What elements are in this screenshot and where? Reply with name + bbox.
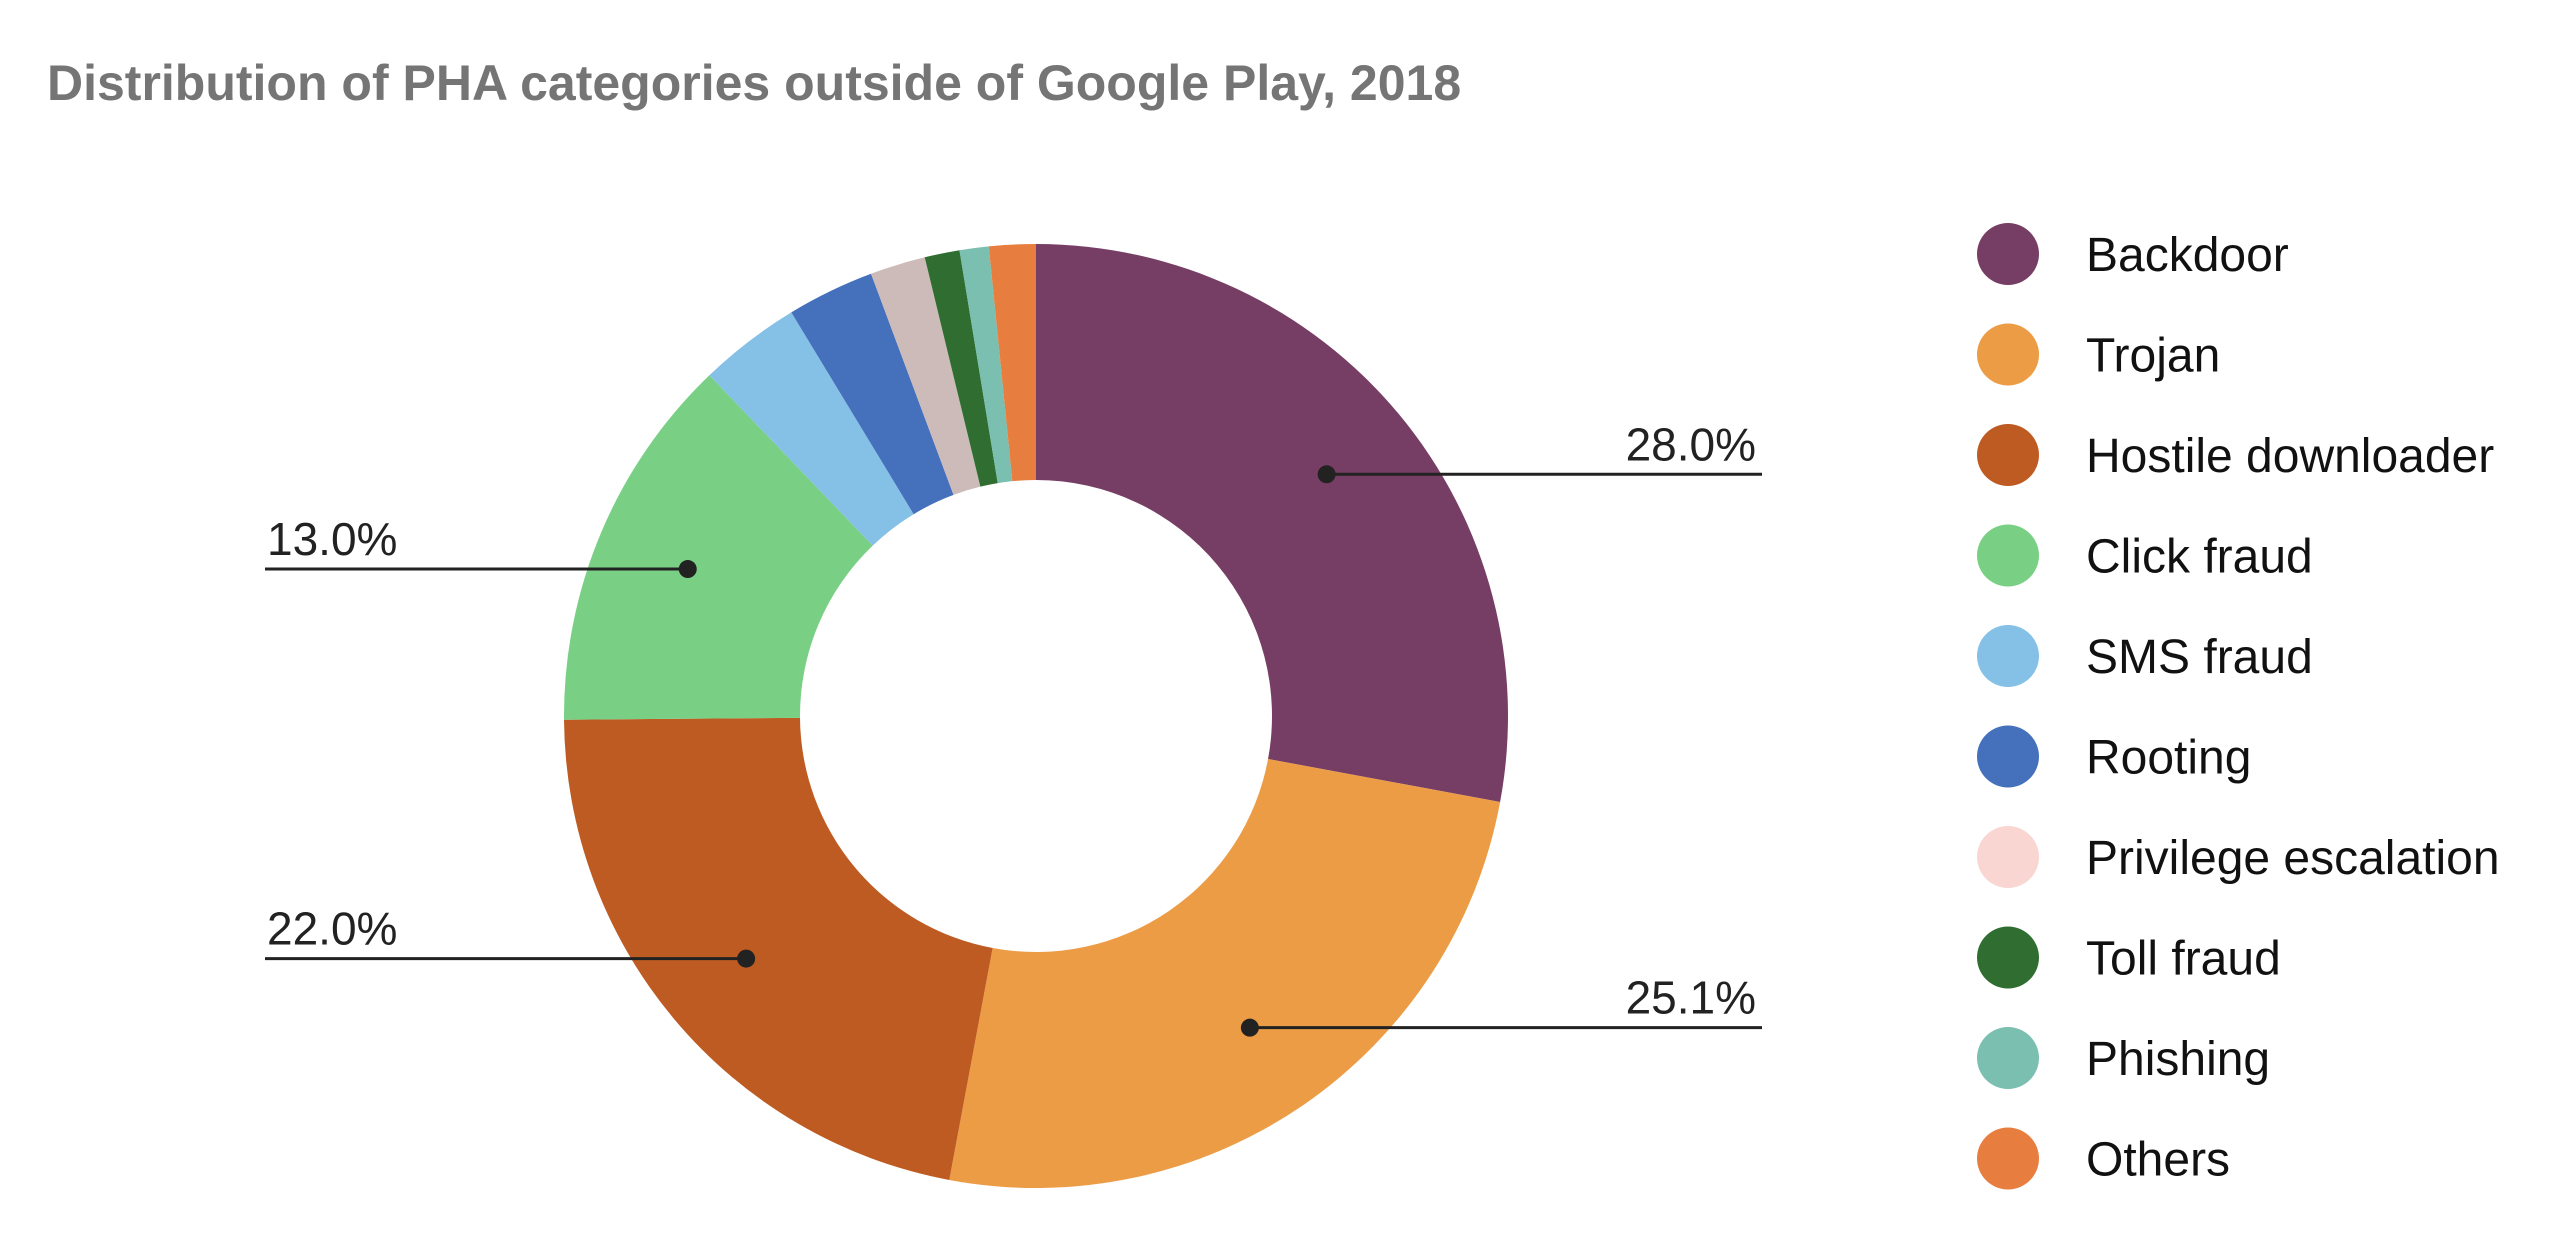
callout-dot-trojan [1240,1018,1259,1037]
legend-label-click-fraud: Click fraud [2086,531,2313,584]
legend-label-toll-fraud: Toll fraud [2086,933,2281,986]
legend-label-hostile-downloader: Hostile downloader [2086,430,2494,483]
legend-item-phishing: Phishing [1977,1027,2270,1089]
callout-dot-backdoor [1317,465,1336,484]
slice-hostile-downloader [564,717,993,1180]
legend-item-hostile-downloader: Hostile downloader [1977,424,2494,486]
legend-swatch-privilege-escalation [1977,826,2039,888]
legend-swatch-rooting [1977,725,2039,788]
legend-item-sms-fraud: SMS fraud [1977,625,2313,687]
slice-sms-fraud [709,312,914,546]
legend-item-click-fraud: Click fraud [1977,524,2313,587]
slice-toll-fraud [924,250,998,487]
legend-swatch-phishing [1977,1027,2039,1089]
legend-item-others: Others [1977,1127,2230,1190]
callout-dot-hostile-downloader [737,949,756,968]
legend-item-toll-fraud: Toll fraud [1977,926,2281,989]
legend-item-privilege-escalation: Privilege escalation [1977,826,2500,888]
slice-rooting [791,273,954,515]
data-label-click-fraud: 13.0% [267,513,397,565]
legend-label-sms-fraud: SMS fraud [2086,631,2313,684]
slice-privilege-escalation [871,257,981,495]
slice-phishing [959,246,1013,484]
slice-click-fraud [564,375,873,720]
legend-label-phishing: Phishing [2086,1033,2270,1086]
legend-swatch-trojan [1977,323,2039,386]
chart-title: Distribution of PHA categories outside o… [47,55,1461,111]
legend-swatch-sms-fraud [1977,625,2039,687]
legend: Backdoor Trojan Hostile downloader Click fr… [1977,223,2500,1190]
slice-others [988,244,1036,482]
legend-swatch-click-fraud [1977,524,2039,587]
slice-backdoor [1036,244,1508,803]
data-label-backdoor: 28.0% [1626,418,1756,470]
legend-item-rooting: Rooting [1977,725,2251,788]
legend-swatch-hostile-downloader [1977,424,2039,486]
slice-callouts: 28.0% 25.1% 22.0% 13.0% [265,418,1762,1037]
legend-swatch-toll-fraud [1977,926,2039,989]
legend-item-backdoor: Backdoor [1977,223,2289,285]
slice-trojan [949,759,1501,1188]
callout-dot-click-fraud [678,560,697,579]
legend-label-others: Others [2086,1134,2230,1187]
pie-slices [564,244,1508,1188]
legend-swatch-backdoor [1977,223,2039,285]
legend-label-backdoor: Backdoor [2086,229,2289,282]
data-label-hostile-downloader: 22.0% [267,903,397,955]
legend-item-trojan: Trojan [1977,323,2220,386]
legend-label-trojan: Trojan [2086,330,2220,383]
legend-label-privilege-escalation: Privilege escalation [2086,832,2500,885]
legend-swatch-others [1977,1127,2039,1190]
data-label-trojan: 25.1% [1626,972,1756,1024]
legend-label-rooting: Rooting [2086,732,2251,785]
